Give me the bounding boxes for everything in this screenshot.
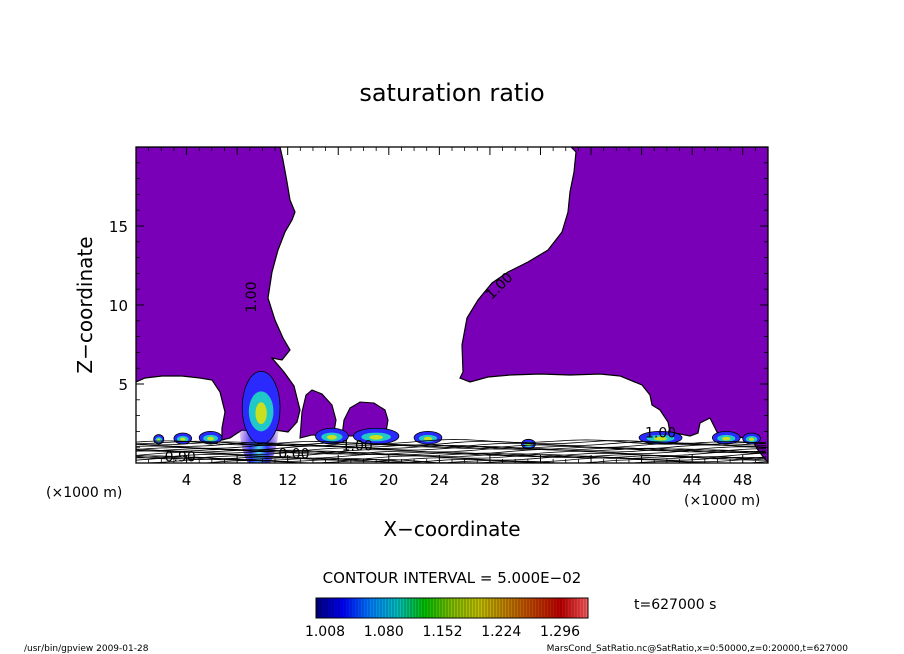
colorbar-tick-label: 1.152: [422, 624, 462, 640]
contour-label: 0.90: [165, 449, 196, 465]
surface-contour-line: [136, 455, 767, 462]
plot-area: [136, 147, 768, 463]
x-tick-label: 16: [329, 471, 348, 489]
y-axis-ticks: 5 10 15: [109, 162, 768, 448]
x-tick-label: 20: [379, 471, 398, 489]
time-label: t=627000 s: [634, 597, 716, 613]
surface-contour-line: [136, 443, 767, 450]
surface-contour-line: [136, 454, 767, 461]
y-tick-label: 10: [109, 297, 128, 315]
y-tick-label: 15: [109, 218, 128, 236]
x-tick-label: 8: [232, 471, 242, 489]
colorbar-tick-labels: 1.008 1.080 1.152 1.224 1.296: [305, 624, 580, 640]
surface-contour-line: [136, 441, 767, 448]
footer-left: /usr/bin/gpview 2009-01-28: [24, 644, 149, 654]
x-axis-label: X−coordinate: [383, 517, 520, 541]
x-unit-label-left: (×1000 m): [46, 485, 122, 501]
supersat-blob-peak: [654, 436, 668, 441]
supersat-blob-peak: [326, 434, 337, 440]
contour-interval-label: CONTOUR INTERVAL = 5.000E−02: [323, 569, 582, 587]
colorbar-tick-label: 1.008: [305, 624, 345, 640]
supersat-blob-peak: [722, 436, 731, 441]
x-tick-label: 28: [480, 471, 499, 489]
contour-label: 1.00: [244, 282, 260, 313]
saturation-region-left: [136, 147, 301, 441]
x-axis-ticks: 4 8 12 16 20 24 28 32 36 40 44 48: [148, 147, 756, 489]
x-tick-label: 24: [430, 471, 449, 489]
surface-contour-line: [136, 444, 767, 452]
colorbar-tick-label: 1.080: [364, 624, 404, 640]
surface-contour-line: [136, 439, 767, 446]
colorbar-tick-label: 1.224: [481, 624, 521, 640]
x-tick-label: 44: [683, 471, 702, 489]
x-tick-label: 48: [733, 471, 752, 489]
supersat-blob-peak: [180, 437, 186, 441]
surface-contour-line: [136, 447, 767, 454]
x-tick-label: 40: [632, 471, 651, 489]
surface-contour-line: [136, 449, 767, 456]
x-tick-label: 12: [278, 471, 297, 489]
colorbar-stripes: [317, 599, 586, 617]
x-tick-label: 4: [182, 471, 192, 489]
contour-label: 1.00: [342, 438, 373, 454]
supersat-blob-peak: [423, 436, 433, 441]
colorbar-tick-label: 1.296: [540, 624, 580, 640]
contour-label: 1.00: [645, 426, 676, 442]
chart-title: saturation ratio: [359, 79, 544, 107]
surface-contour-line: [136, 459, 767, 463]
contour-label: 0.00: [278, 446, 309, 462]
saturation-region-right: [459, 147, 768, 463]
supersat-blob-peak: [748, 437, 755, 441]
y-tick-label: 5: [118, 376, 128, 394]
supersat-blob-peak: [207, 436, 214, 441]
y-axis-label: Z−coordinate: [73, 236, 97, 373]
x-unit-label-right: (×1000 m): [684, 493, 760, 509]
x-tick-label: 36: [581, 471, 600, 489]
surface-contour-line: [136, 440, 767, 446]
supersat-blob-peak: [255, 402, 267, 425]
supersat-blob-peak: [369, 434, 383, 440]
footer-right: MarsCond_SatRatio.nc@SatRatio,x=0:50000,…: [547, 644, 849, 654]
surface-contours: [136, 439, 767, 463]
x-tick-label: 32: [531, 471, 550, 489]
